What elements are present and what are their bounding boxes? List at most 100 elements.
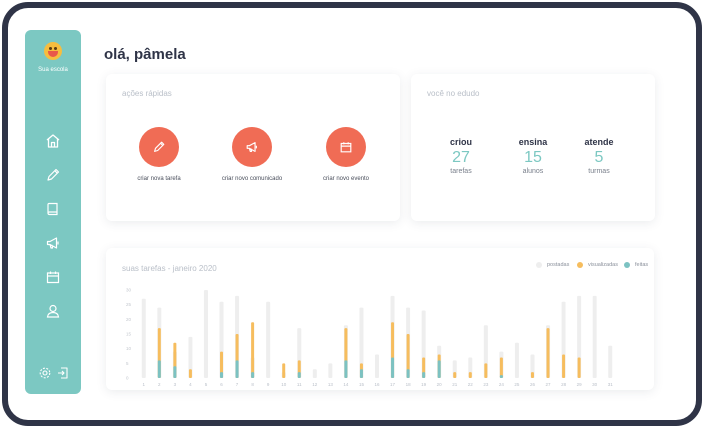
create-notice-button[interactable] <box>232 127 272 167</box>
legend-postadas: postadas <box>536 262 569 268</box>
stat-verb: criou <box>449 137 472 147</box>
settings-button[interactable] <box>38 365 52 379</box>
create-task-label: criar nova tarefa <box>137 176 181 182</box>
x-tick-label: 9 <box>267 382 270 387</box>
bar-visualizadas-27[interactable] <box>546 328 550 378</box>
bar-postadas-15[interactable] <box>359 307 364 378</box>
page-title: olá, pâmela <box>104 46 186 63</box>
bar-visualizadas-18[interactable] <box>406 334 410 378</box>
sidebar-item-diario[interactable] <box>45 201 61 217</box>
bar-visualizadas-23[interactable] <box>484 363 488 378</box>
bar-feitas-8[interactable] <box>251 372 255 378</box>
stat-unit: alunos <box>522 168 544 175</box>
bar-visualizadas-4[interactable] <box>188 369 192 378</box>
bar-visualizadas-21[interactable] <box>453 372 457 378</box>
bar-feitas-7[interactable] <box>235 360 239 378</box>
stat-unit: turmas <box>588 168 610 175</box>
bar-postadas-13[interactable] <box>328 363 333 378</box>
bar-postadas-16[interactable] <box>375 354 379 378</box>
bar-postadas-31[interactable] <box>608 345 613 378</box>
create-task-action[interactable]: criar nova tarefa <box>109 127 209 182</box>
bar-feitas-17[interactable] <box>391 357 395 378</box>
legend-swatch <box>577 262 583 268</box>
bar-postadas-26[interactable] <box>530 354 535 378</box>
sidebar-item-perfil[interactable] <box>45 303 61 319</box>
school-logo-icon[interactable] <box>44 42 62 60</box>
logo-mouth <box>48 51 58 57</box>
stat-value: 15 <box>524 149 542 166</box>
bar-postadas-25[interactable] <box>514 342 519 378</box>
megaphone-icon <box>46 237 59 249</box>
bar-feitas-24[interactable] <box>499 375 503 378</box>
bar-visualizadas-6[interactable] <box>220 351 224 378</box>
bar-postadas-9[interactable] <box>266 301 271 378</box>
bar-feitas-2[interactable] <box>157 360 161 378</box>
x-tick-label: 28 <box>561 382 567 387</box>
x-tick-label: 10 <box>281 382 287 387</box>
y-tick-label: 15 <box>126 332 132 337</box>
bar-feitas-6[interactable] <box>220 372 224 378</box>
create-event-button[interactable] <box>326 127 366 167</box>
pencil-icon <box>47 168 60 181</box>
legend-swatch <box>536 262 542 268</box>
bar-visualizadas-22[interactable] <box>468 372 472 378</box>
bar-postadas-1[interactable] <box>141 298 146 378</box>
create-task-button[interactable] <box>139 127 179 167</box>
bar-feitas-11[interactable] <box>297 372 301 378</box>
stat-turmas: atende 5 turmas <box>569 137 629 175</box>
sidebar-item-tarefas[interactable] <box>45 167 61 183</box>
bar-visualizadas-29[interactable] <box>577 357 581 378</box>
user-icon <box>46 304 60 318</box>
bar-feitas-15[interactable] <box>359 369 363 378</box>
x-tick-label: 18 <box>406 382 412 387</box>
x-tick-label: 23 <box>483 382 489 387</box>
tasks-chart-card: suas tarefas - janeiro 2020 postadas vis… <box>106 248 654 390</box>
bar-visualizadas-24[interactable] <box>499 357 503 378</box>
bar-postadas-30[interactable] <box>592 295 597 378</box>
x-tick-label: 29 <box>577 382 583 387</box>
legend-label: feitas <box>635 262 649 268</box>
bar-visualizadas-10[interactable] <box>282 363 286 378</box>
bar-feitas-19[interactable] <box>422 372 426 378</box>
pencil-icon <box>154 141 165 152</box>
create-event-label: criar novo evento <box>322 176 370 182</box>
logout-icon <box>58 367 68 379</box>
sidebar-item-home[interactable] <box>45 133 61 149</box>
create-notice-action[interactable]: criar novo comunicado <box>202 127 302 182</box>
x-tick-label: 15 <box>359 382 365 387</box>
bar-postadas-4[interactable] <box>188 336 193 378</box>
settings-icon <box>39 367 51 379</box>
stat-verb: atende <box>584 137 614 147</box>
bar-feitas-18[interactable] <box>406 369 410 378</box>
home-icon <box>46 134 60 148</box>
stat-value: 27 <box>452 149 470 166</box>
x-tick-label: 30 <box>592 382 598 387</box>
x-tick-label: 3 <box>174 382 177 387</box>
sidebar-item-eventos[interactable] <box>45 269 61 285</box>
summary-title: você no edudo <box>427 89 480 98</box>
sidebar-item-comunicados[interactable] <box>45 235 61 251</box>
bar-postadas-5[interactable] <box>203 290 208 378</box>
create-event-action[interactable]: criar novo evento <box>296 127 396 182</box>
y-tick-label: 25 <box>126 302 132 307</box>
stat-value: 5 <box>594 149 604 166</box>
x-tick-label: 13 <box>328 382 334 387</box>
logout-button[interactable] <box>56 365 70 379</box>
legend-visualizadas: visualizadas <box>577 262 618 268</box>
bar-feitas-20[interactable] <box>437 360 441 378</box>
bar-postadas-12[interactable] <box>312 369 317 378</box>
legend-swatch <box>624 262 630 268</box>
logo-eye <box>54 47 57 50</box>
x-tick-label: 14 <box>343 382 349 387</box>
bar-postadas-29[interactable] <box>577 295 582 378</box>
legend-label: postadas <box>547 262 570 268</box>
bar-visualizadas-26[interactable] <box>530 372 534 378</box>
bar-feitas-14[interactable] <box>344 360 348 378</box>
summary-card: você no edudo criou 27 tarefas ensina 15… <box>411 74 655 221</box>
legend-label: visualizadas <box>588 262 618 268</box>
x-tick-label: 17 <box>390 382 396 387</box>
bar-feitas-3[interactable] <box>173 366 177 378</box>
bar-visualizadas-28[interactable] <box>562 354 566 378</box>
bar-visualizadas-8[interactable] <box>251 322 255 378</box>
